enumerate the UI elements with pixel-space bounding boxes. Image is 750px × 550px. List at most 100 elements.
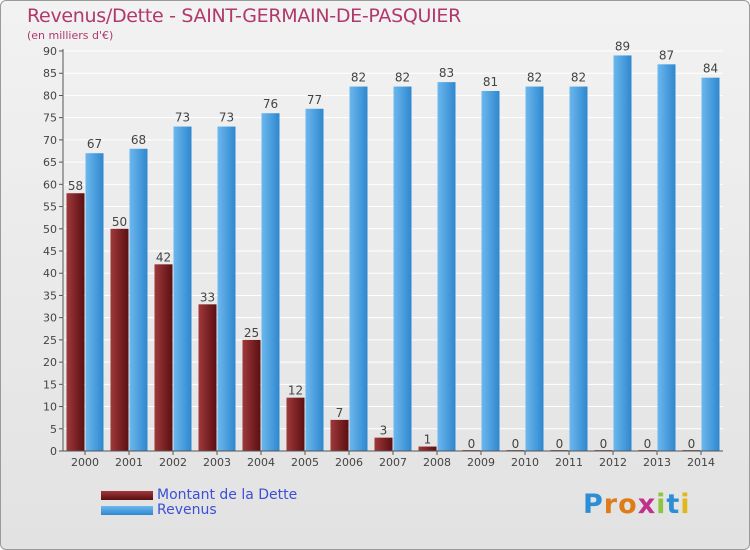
y-tick-label: 5 bbox=[50, 423, 57, 436]
x-tick-label: 2001 bbox=[115, 456, 143, 469]
bar-revenue-2005 bbox=[305, 108, 324, 452]
y-tick-label: 30 bbox=[43, 312, 57, 325]
bar-debt-2007 bbox=[374, 437, 393, 451]
bar-revenue-2002 bbox=[173, 126, 192, 452]
bar-debt-2000 bbox=[66, 193, 85, 451]
data-label-revenue-2004: 76 bbox=[263, 97, 278, 111]
y-tick-label: 20 bbox=[43, 356, 57, 369]
data-label-revenue-2012: 89 bbox=[615, 39, 630, 53]
bar-revenue-2006 bbox=[349, 86, 368, 452]
legend-swatch-revenue bbox=[101, 506, 153, 515]
data-label-debt-2005: 12 bbox=[288, 384, 303, 398]
data-label-debt-2010: 0 bbox=[512, 437, 520, 451]
x-tick-label: 2010 bbox=[511, 456, 539, 469]
data-labels: 5867506842733373257612777823821830810820… bbox=[68, 39, 718, 451]
legend-label-debt: Montant de la Dette bbox=[157, 487, 298, 503]
data-label-debt-2009: 0 bbox=[468, 437, 476, 451]
data-label-revenue-2009: 81 bbox=[483, 75, 498, 89]
legend-label-revenue: Revenus bbox=[157, 502, 217, 518]
y-tick-label: 35 bbox=[43, 289, 57, 302]
data-label-debt-2001: 50 bbox=[112, 215, 127, 229]
x-tick-label: 2012 bbox=[599, 456, 627, 469]
y-tick-label: 45 bbox=[43, 245, 57, 258]
y-tick-label: 90 bbox=[43, 45, 57, 58]
bar-debt-2006 bbox=[330, 419, 349, 451]
x-axis-ticks: 2000 2001 2002 2003 2004 2005 2006 2007 2008 2009… bbox=[63, 450, 723, 469]
y-tick-label: 75 bbox=[43, 112, 57, 125]
grid-lines bbox=[63, 50, 723, 452]
bar-revenue-2003 bbox=[217, 126, 236, 452]
y-tick-label: 10 bbox=[43, 401, 57, 414]
y-tick-label: 70 bbox=[43, 134, 57, 147]
x-tick-label: 2014 bbox=[687, 456, 715, 469]
chart-title: Revenus/Dette - SAINT-GERMAIN-DE-PASQUIE… bbox=[27, 5, 461, 27]
x-tick-label: 2003 bbox=[203, 456, 231, 469]
y-tick-label: 55 bbox=[43, 201, 57, 214]
x-tick-label: 2008 bbox=[423, 456, 451, 469]
data-label-debt-2007: 3 bbox=[380, 424, 388, 438]
data-label-debt-2008: 1 bbox=[424, 433, 432, 447]
y-axis-ticks: 0 5 10 15 20 25 30 35 40 45 50 55 60 65 70 75 80 85 90 bbox=[43, 45, 64, 458]
data-label-debt-2000: 58 bbox=[68, 179, 83, 193]
data-label-revenue-2010: 82 bbox=[527, 71, 542, 85]
bar-revenue-2012 bbox=[613, 55, 632, 451]
data-label-debt-2003: 33 bbox=[200, 290, 215, 304]
proxiti-logo: Proxiti bbox=[583, 489, 691, 520]
legend-swatch-debt bbox=[101, 491, 153, 500]
x-tick-label: 2007 bbox=[379, 456, 407, 469]
data-label-revenue-2011: 82 bbox=[571, 71, 586, 85]
bar-revenue-2014 bbox=[701, 77, 720, 452]
chart-subtitle: (en milliers d'€) bbox=[27, 29, 114, 42]
data-label-revenue-2007: 82 bbox=[395, 71, 410, 85]
y-tick-label: 85 bbox=[43, 67, 57, 80]
data-label-debt-2014: 0 bbox=[688, 437, 696, 451]
y-tick-label: 15 bbox=[43, 378, 57, 391]
y-tick-label: 60 bbox=[43, 178, 57, 191]
bar-revenue-2013 bbox=[657, 64, 676, 452]
bar-revenue-2009 bbox=[481, 91, 500, 451]
y-tick-label: 65 bbox=[43, 156, 57, 169]
bar-revenue-2004 bbox=[261, 113, 280, 451]
data-label-debt-2011: 0 bbox=[556, 437, 564, 451]
data-label-debt-2004: 25 bbox=[244, 326, 259, 340]
data-label-revenue-2001: 68 bbox=[131, 133, 146, 147]
data-label-debt-2002: 42 bbox=[156, 250, 171, 264]
x-tick-label: 2009 bbox=[467, 456, 495, 469]
data-label-revenue-2002: 73 bbox=[175, 111, 190, 125]
y-tick-label: 0 bbox=[50, 445, 57, 458]
x-tick-label: 2002 bbox=[159, 456, 187, 469]
bar-debt-2003 bbox=[198, 304, 217, 451]
x-tick-label: 2006 bbox=[335, 456, 363, 469]
x-tick-label: 2011 bbox=[555, 456, 583, 469]
bar-revenue-2011 bbox=[569, 86, 588, 452]
data-label-revenue-2013: 87 bbox=[659, 48, 674, 62]
bar-revenue-2007 bbox=[393, 86, 412, 452]
y-tick-label: 80 bbox=[43, 89, 57, 102]
x-tick-label: 2013 bbox=[643, 456, 671, 469]
bar-debt-2008 bbox=[418, 446, 437, 451]
bar-revenue-2008 bbox=[437, 82, 456, 451]
data-label-revenue-2005: 77 bbox=[307, 93, 322, 107]
bar-debt-2005 bbox=[286, 397, 305, 451]
data-label-revenue-2008: 83 bbox=[439, 66, 454, 80]
data-label-debt-2012: 0 bbox=[600, 437, 608, 451]
data-label-revenue-2006: 82 bbox=[351, 71, 366, 85]
x-tick-label: 2000 bbox=[71, 456, 99, 469]
y-tick-label: 40 bbox=[43, 267, 57, 280]
bar-debt-2004 bbox=[242, 339, 261, 451]
bar-revenue-2001 bbox=[129, 148, 148, 451]
y-tick-label: 25 bbox=[43, 334, 57, 347]
bar-revenue-2010 bbox=[525, 86, 544, 452]
x-tick-label: 2005 bbox=[291, 456, 319, 469]
data-label-debt-2006: 7 bbox=[336, 406, 344, 420]
bar-debt-2002 bbox=[154, 264, 173, 451]
data-label-revenue-2014: 84 bbox=[703, 62, 718, 76]
bar-revenue-2000 bbox=[85, 153, 104, 451]
x-tick-label: 2004 bbox=[247, 456, 275, 469]
bar-debt-2001 bbox=[110, 228, 129, 451]
bars bbox=[66, 55, 720, 452]
data-label-revenue-2000: 67 bbox=[87, 137, 102, 151]
y-tick-label: 50 bbox=[43, 223, 57, 236]
